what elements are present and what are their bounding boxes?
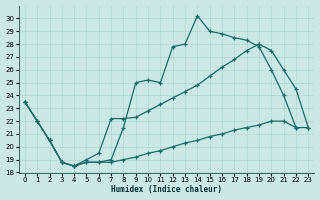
X-axis label: Humidex (Indice chaleur): Humidex (Indice chaleur) <box>111 185 222 194</box>
